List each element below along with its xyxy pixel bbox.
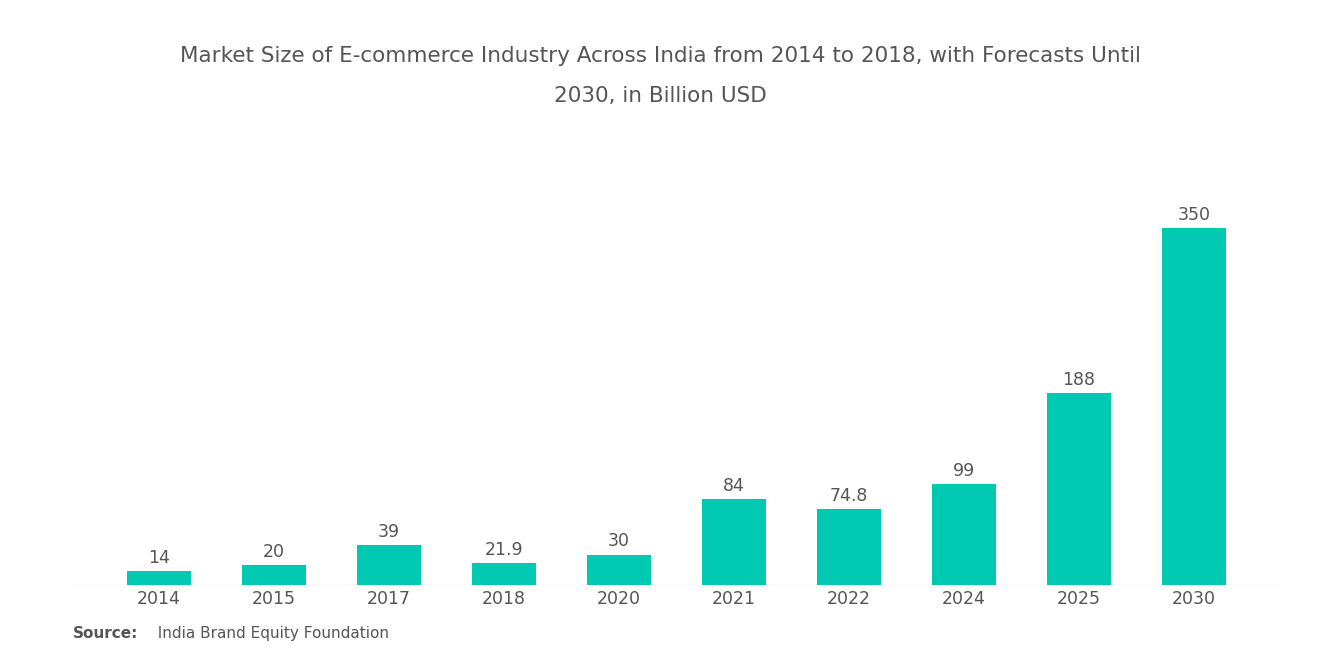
Text: 20: 20 bbox=[263, 543, 285, 561]
Text: 188: 188 bbox=[1063, 371, 1096, 389]
Text: Market Size of E-commerce Industry Across India from 2014 to 2018, with Forecast: Market Size of E-commerce Industry Acros… bbox=[180, 47, 1140, 66]
Text: 39: 39 bbox=[378, 523, 400, 541]
Text: Source:: Source: bbox=[73, 626, 139, 642]
Text: 30: 30 bbox=[609, 533, 630, 551]
Bar bbox=[702, 499, 766, 585]
Bar bbox=[473, 563, 536, 585]
Bar bbox=[932, 484, 995, 585]
Text: 74.8: 74.8 bbox=[830, 487, 869, 505]
Text: 99: 99 bbox=[953, 462, 975, 480]
Bar bbox=[1163, 228, 1225, 585]
Bar bbox=[243, 565, 306, 585]
Bar bbox=[358, 545, 421, 585]
Text: 350: 350 bbox=[1177, 206, 1210, 224]
Text: 14: 14 bbox=[148, 549, 170, 567]
Text: 21.9: 21.9 bbox=[484, 541, 523, 559]
Bar bbox=[128, 571, 190, 585]
Bar bbox=[587, 555, 651, 585]
Bar bbox=[1047, 393, 1110, 585]
Text: India Brand Equity Foundation: India Brand Equity Foundation bbox=[148, 626, 389, 642]
Text: 84: 84 bbox=[723, 477, 744, 495]
Bar bbox=[817, 509, 880, 585]
Text: 2030, in Billion USD: 2030, in Billion USD bbox=[553, 86, 767, 106]
